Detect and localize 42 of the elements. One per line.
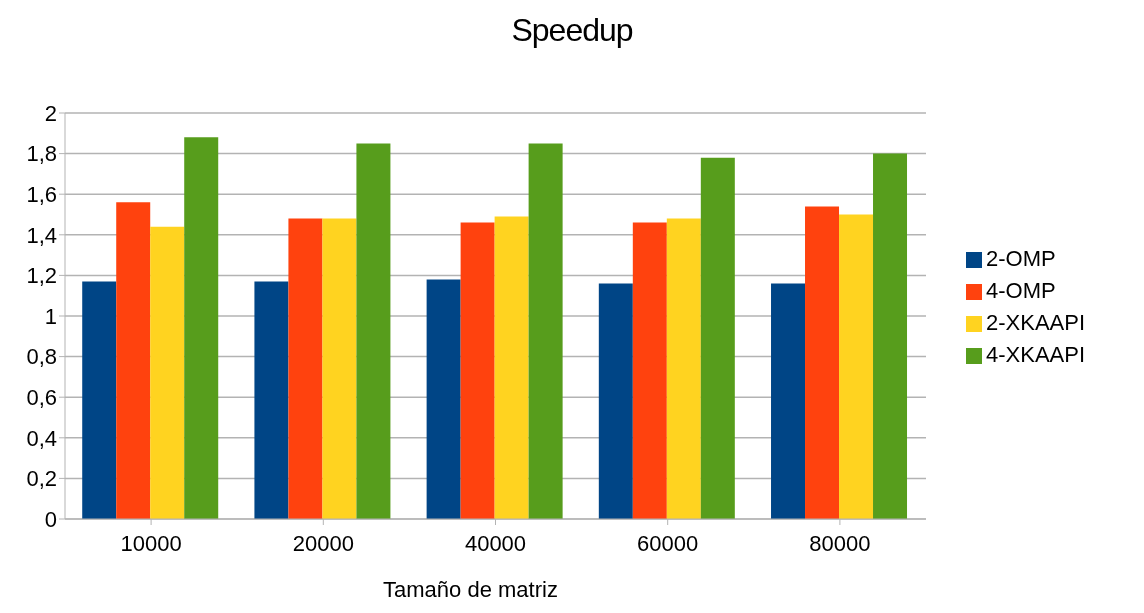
y-tick-label: 1,2 [26,263,57,289]
chart-title: Speedup [510,12,634,49]
x-tick-label: 60000 [637,530,699,556]
bar [184,137,219,519]
bar [528,143,563,519]
y-tick-label: 2 [44,100,57,126]
bar [494,216,529,519]
legend-label: 4-OMP [986,277,1056,303]
x-axis-title: Tamaño de matriz [383,577,558,602]
bar [288,218,323,519]
bar [700,157,735,519]
y-tick-label: 0,6 [26,385,57,411]
bar [116,202,151,519]
legend-label: 2-XKAAPI [986,309,1086,335]
y-tick-label: 1 [44,303,57,329]
x-tick-label: 20000 [292,530,354,556]
bar [82,281,117,519]
bar [632,222,667,519]
y-tick-label: 1,6 [26,182,57,208]
bar [356,143,391,519]
y-tick-label: 0,8 [26,344,57,370]
legend-label: 2-OMP [986,245,1056,271]
bar [322,218,357,519]
bar [666,218,701,519]
bar [805,206,840,519]
bar [771,283,806,519]
y-tick-label: 0,4 [26,425,57,451]
bar [426,279,461,519]
legend-label: 4-XKAAPI [986,341,1086,367]
bar [873,153,908,519]
y-tick-label: 0,2 [26,466,57,492]
x-tick-label: 10000 [120,530,182,556]
bar [150,226,185,519]
bar [839,214,874,519]
x-tick-label: 80000 [809,530,871,556]
x-tick-label: 40000 [464,530,527,556]
bar [254,281,289,519]
y-tick-label: 0 [44,506,57,532]
bar [598,283,633,519]
bar [460,222,495,519]
y-tick-label: 1,4 [26,222,57,248]
y-tick-label: 1,8 [26,141,57,167]
